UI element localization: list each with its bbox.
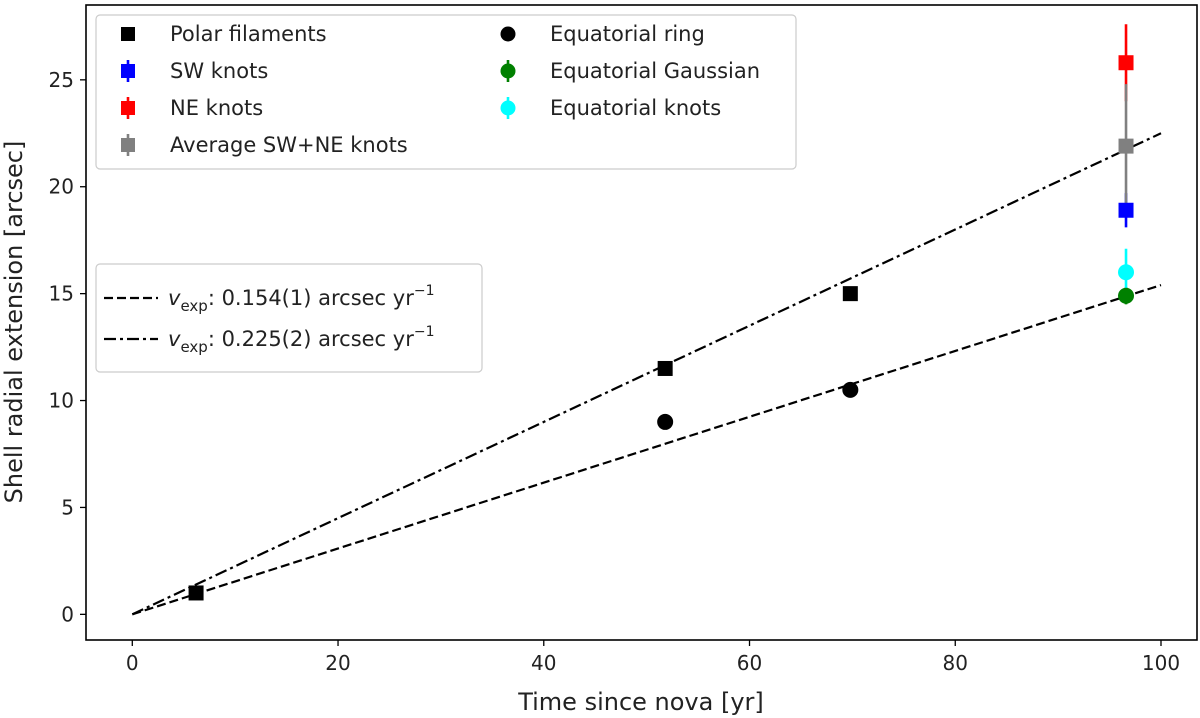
y-tick-label: 0 (61, 602, 74, 626)
data-point-square (1118, 55, 1134, 71)
y-axis-label: Shell radial extension [arcsec] (0, 141, 28, 504)
y-tick-label: 10 (49, 389, 74, 413)
legend-markers: Polar filaments SW knots NE knots Average S… (95, 14, 797, 170)
legend-label: Average SW+NE knots (170, 133, 408, 157)
legend-marker (121, 101, 135, 115)
x-axis-label: Time since nova [yr] (517, 688, 764, 716)
legend-entry: vexp: 0.154(1) arcsec yr−1 (104, 283, 434, 315)
legend-entry: Equatorial ring (500, 22, 705, 46)
data-points (188, 55, 1135, 601)
data-point-circle (1118, 264, 1135, 281)
legend-label: vexp: 0.225(2) arcsec yr−1 (168, 324, 434, 356)
x-tick-label: 100 (1142, 651, 1180, 675)
y-axis: 0 5 10 15 20 25 (49, 68, 86, 626)
legend-label: NE knots (170, 96, 263, 120)
legend-entry: Equatorial Gaussian (500, 59, 760, 83)
data-point-square (188, 585, 204, 601)
x-tick-label: 20 (325, 651, 350, 675)
legend-entry: Average SW+NE knots (121, 133, 408, 157)
legend-label: Polar filaments (170, 22, 327, 46)
legend-marker (121, 64, 135, 78)
legend-markers-box (95, 14, 797, 170)
legend-entry: Equatorial knots (500, 96, 721, 120)
data-point-square (1118, 202, 1134, 218)
y-tick-label: 15 (49, 282, 74, 306)
y-tick-label: 20 (49, 175, 74, 199)
legend-marker (121, 27, 135, 41)
legend-entry: SW knots (121, 59, 268, 83)
data-point-square (657, 360, 673, 376)
legend-entry: Polar filaments (121, 22, 327, 46)
legend-label: SW knots (170, 59, 268, 83)
legend-marker (500, 63, 516, 79)
x-tick-label: 60 (737, 651, 762, 675)
legend-label: Equatorial ring (550, 22, 705, 46)
legend-entry: vexp: 0.225(2) arcsec yr−1 (104, 324, 434, 356)
legend-label: Equatorial Gaussian (550, 59, 760, 83)
data-point-circle (657, 413, 674, 430)
fit-lines (131, 132, 1162, 616)
x-tick-label: 0 (126, 651, 139, 675)
legend-marker (500, 26, 516, 42)
y-tick-label: 25 (49, 68, 74, 92)
legend-entry: NE knots (121, 96, 263, 120)
data-point-square (1118, 138, 1134, 154)
data-point-circle (842, 381, 859, 398)
x-tick-label: 80 (943, 651, 968, 675)
data-point-circle (1118, 287, 1135, 304)
x-tick-label: 40 (531, 651, 556, 675)
legend-marker (500, 100, 516, 116)
legend-label: vexp: 0.154(1) arcsec yr−1 (168, 283, 434, 315)
fit-line-1 (131, 284, 1162, 616)
legend-label: Equatorial knots (550, 96, 721, 120)
legend-lines-box (95, 263, 483, 373)
legend-lines: vexp: 0.154(1) arcsec yr−1 vexp: 0.225(2)… (95, 263, 483, 373)
plot-frame (85, 4, 1198, 641)
data-point-square (842, 286, 858, 302)
y-tick-label: 5 (61, 495, 74, 519)
fit-line-2 (131, 132, 1162, 616)
x-axis: 0 20 40 60 80 100 (126, 640, 1180, 675)
legend-marker (121, 138, 135, 152)
